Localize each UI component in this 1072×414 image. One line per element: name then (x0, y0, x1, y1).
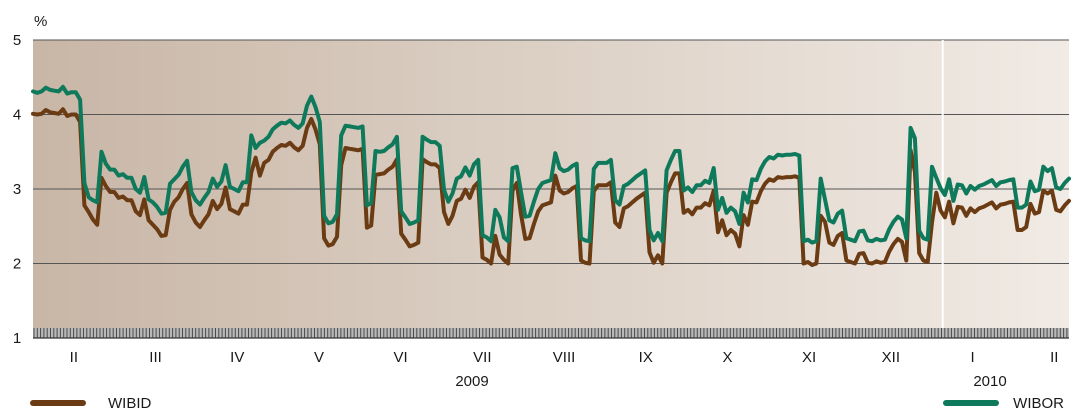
month-label-12: II (1050, 349, 1058, 366)
series-line-wibor (31, 84, 1071, 245)
y-axis-unit-label: % (34, 13, 47, 30)
legend-label-wibor: WIBOR (1013, 394, 1064, 412)
series-line-wibid (31, 107, 1071, 267)
series-lines (31, 84, 1071, 267)
y-axis: 1 2 3 4 5 (13, 32, 21, 347)
y-tick-label-4: 4 (13, 107, 21, 124)
year-label-2010: 2010 (973, 373, 1006, 390)
legend-item-wibor: WIBOR (943, 394, 1064, 412)
x-axis-ticks (33, 328, 1069, 339)
wibor-swatch (943, 400, 1000, 406)
month-label-4: VI (394, 349, 408, 366)
tick-marks (33, 328, 1068, 338)
x-axis-month-labels: II III IV V VI VII VIII IX X XI XII I II (70, 349, 1059, 366)
month-label-6: VIII (553, 349, 576, 366)
month-label-3: V (314, 349, 324, 366)
month-label-11: I (970, 349, 974, 366)
y-tick-label-1: 1 (13, 330, 21, 347)
month-label-10: XII (882, 349, 900, 366)
y-tick-label-2: 2 (13, 256, 21, 273)
y-tick-label-5: 5 (13, 32, 21, 49)
month-label-5: VII (473, 349, 491, 366)
legend-label-wibid: WIBID (108, 394, 152, 412)
wibid-swatch (30, 400, 86, 406)
month-label-7: IX (639, 349, 653, 366)
gridlines (33, 39, 1069, 264)
month-label-1: III (149, 349, 162, 366)
tick-band (33, 328, 1069, 338)
month-label-8: X (722, 349, 732, 366)
month-label-0: II (70, 349, 78, 366)
month-label-9: XI (802, 349, 816, 366)
legend-item-wibid: WIBID (30, 394, 151, 412)
x-axis-year-labels: 2009 2010 (455, 373, 1006, 390)
year-label-2009: 2009 (455, 373, 488, 390)
month-label-2: IV (230, 349, 244, 366)
y-tick-label-3: 3 (13, 181, 21, 198)
